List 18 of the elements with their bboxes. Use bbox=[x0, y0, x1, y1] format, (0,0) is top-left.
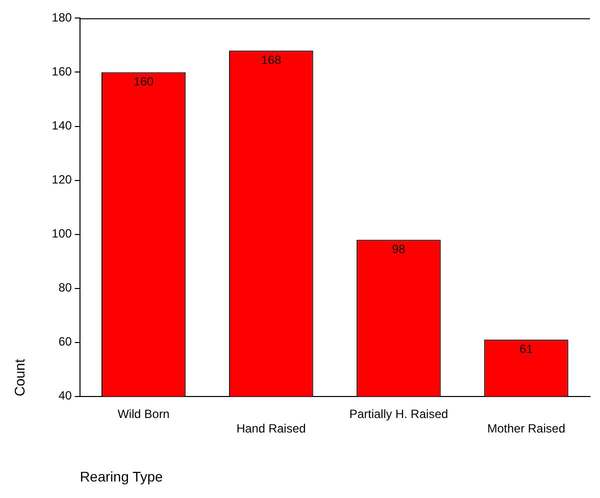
x-tick-label: Mother Raised bbox=[487, 421, 566, 436]
x-axis-title: Rearing Type bbox=[80, 468, 164, 484]
data-label: 61 bbox=[520, 342, 534, 356]
y-tick-label: 100 bbox=[52, 226, 72, 241]
y-tick-label: 120 bbox=[52, 172, 72, 187]
data-label: 98 bbox=[392, 242, 406, 256]
x-tick-label: Wild Born bbox=[118, 406, 170, 421]
data-label: 160 bbox=[134, 74, 154, 89]
y-tick-label: 180 bbox=[52, 10, 72, 25]
y-tick-label: 140 bbox=[52, 118, 72, 133]
y-tick-label: 80 bbox=[58, 280, 72, 295]
x-tick-label: Partially H. Raised bbox=[349, 406, 448, 421]
y-tick-label: 160 bbox=[52, 64, 72, 79]
x-tick-label: Hand Raised bbox=[236, 421, 306, 436]
y-axis-title: Count bbox=[11, 358, 28, 396]
y-tick-label: 40 bbox=[58, 388, 72, 403]
y-tick-label: 60 bbox=[58, 334, 72, 349]
data-label: 168 bbox=[261, 52, 282, 67]
